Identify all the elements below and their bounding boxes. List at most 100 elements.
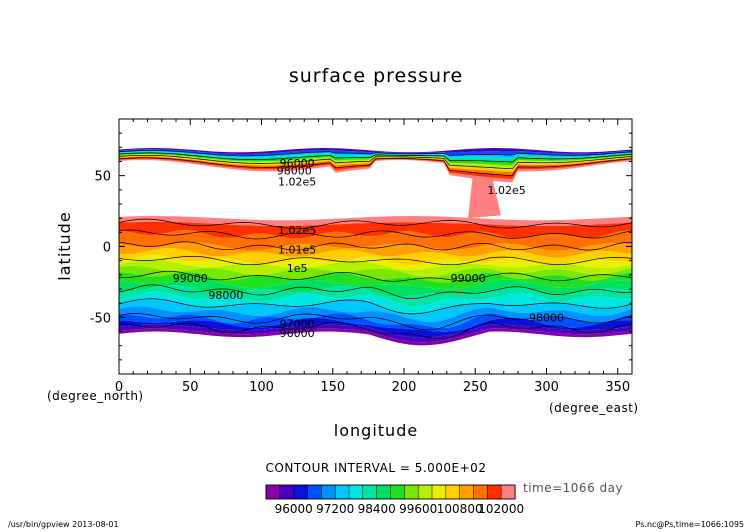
contour-band <box>119 248 632 266</box>
colorbar-tick-label: 100800 <box>437 502 483 516</box>
x-tick-label: 350 <box>605 380 630 395</box>
plot-area: 96000980001.02e51.02e51.02e51.01e51e5990… <box>119 148 632 346</box>
contour-band <box>119 306 632 328</box>
contour-line <box>119 229 632 240</box>
contour-label: 98000 <box>208 289 243 302</box>
contour-band <box>119 291 632 315</box>
contour-label: 1.02e5 <box>487 184 525 197</box>
colorbar-swatch <box>279 484 295 500</box>
contour-band <box>119 254 632 271</box>
contour-interval: CONTOUR INTERVAL = 5.000E+02 <box>266 461 487 475</box>
colorbar-swatch <box>431 484 447 500</box>
contour-line <box>119 270 632 282</box>
contour-band <box>119 298 632 322</box>
contour-label: 99000 <box>451 272 486 285</box>
contour-line <box>119 313 632 331</box>
colorbar-swatch <box>487 484 502 500</box>
contour-label: 96000 <box>280 157 315 170</box>
x-tick-label: 100 <box>249 380 274 395</box>
contour-band <box>119 328 632 346</box>
x-tick-label: 150 <box>320 380 345 395</box>
y-axis: 50 0 -50 <box>90 132 632 361</box>
contour-band <box>119 259 632 277</box>
contour-band <box>119 317 632 338</box>
contour-label: 96000 <box>280 327 315 340</box>
x-tick-label: 50 <box>182 380 199 395</box>
contour-line <box>119 255 632 266</box>
colorbar-swatch <box>473 484 488 500</box>
contour-line <box>119 241 632 251</box>
chart-title: surface pressure <box>289 65 463 87</box>
colorbar-tick-label: 97200 <box>316 502 354 516</box>
contour-band <box>119 155 632 173</box>
contour-label: 97000 <box>280 317 315 330</box>
x-axis: 0 50 100 150 200 250 300 350 <box>115 119 630 395</box>
contour-band <box>119 154 632 169</box>
x-axis-unit: (degree_east) <box>549 401 639 415</box>
contour-band <box>119 158 632 183</box>
contour-band <box>119 152 632 166</box>
x-tick-label: 250 <box>463 380 488 395</box>
colorbar-swatch <box>348 484 364 500</box>
colorbar <box>265 484 516 500</box>
contour-label: 98000 <box>529 312 564 325</box>
colorbar-swatch <box>390 484 405 500</box>
colorbar-swatch <box>362 484 378 500</box>
footer-right: Ps.nc@Ps,time=1066:1095 <box>636 520 744 529</box>
y-tick-label: 50 <box>94 170 111 185</box>
footer-left: /usr/bin/gpview 2013-08-01 <box>8 520 119 529</box>
colorbar-swatch <box>500 484 516 500</box>
x-tick-label: 0 <box>115 380 123 395</box>
colorbar-swatch <box>404 484 419 500</box>
contour-band <box>119 242 632 258</box>
contour-label: 99000 <box>173 272 208 285</box>
contour-label: 98000 <box>277 164 312 177</box>
contour-band <box>119 285 632 307</box>
colorbar-swatch <box>459 484 475 500</box>
colorbar-tick-label: 98400 <box>358 502 396 516</box>
contour-band <box>468 178 501 219</box>
x-tick-label: 300 <box>534 380 559 395</box>
contour-band <box>119 150 632 159</box>
colorbar-swatch <box>265 484 281 500</box>
contour-band <box>119 265 632 283</box>
colorbar-swatch <box>307 484 322 500</box>
contour-band <box>119 148 632 155</box>
colorbar-swatch <box>334 484 350 500</box>
contour-line <box>119 150 632 157</box>
y-tick-label: -50 <box>90 311 111 326</box>
contour-line <box>119 321 632 340</box>
colorbar-swatch <box>376 484 392 500</box>
contour-label: 1.02e5 <box>278 224 316 237</box>
contour-band <box>119 324 632 343</box>
y-tick-label: 0 <box>103 241 111 256</box>
contour-line <box>119 154 632 170</box>
contour-line <box>119 157 632 176</box>
contour-line <box>119 298 632 315</box>
colorbar-swatch <box>321 484 336 500</box>
contour-line <box>119 152 632 163</box>
contour-band <box>119 221 632 239</box>
contour-band <box>119 216 632 226</box>
contour-label: 1.01e5 <box>278 244 316 257</box>
contour-label: 1.02e5 <box>278 176 316 189</box>
colorbar-tick-label: 102000 <box>478 502 524 516</box>
contour-line <box>119 218 632 229</box>
colorbar-swatch <box>293 484 309 500</box>
colorbar-tick-label: 99600 <box>399 502 437 516</box>
contour-band <box>119 157 632 179</box>
contour-band <box>119 230 632 251</box>
time-label: time=1066 day <box>523 481 623 495</box>
y-axis-label: latitude <box>55 211 74 280</box>
colorbar-tick-label: 96000 <box>275 502 313 516</box>
x-tick-label: 200 <box>392 380 417 395</box>
contour-line <box>119 284 632 299</box>
colorbar-swatch <box>417 484 433 500</box>
x-axis-label: longitude <box>334 421 418 440</box>
contour-band <box>119 156 632 176</box>
colorbar-swatch <box>445 484 461 500</box>
contour-band <box>119 272 632 290</box>
y-axis-unit: (degree_north) <box>47 389 144 403</box>
